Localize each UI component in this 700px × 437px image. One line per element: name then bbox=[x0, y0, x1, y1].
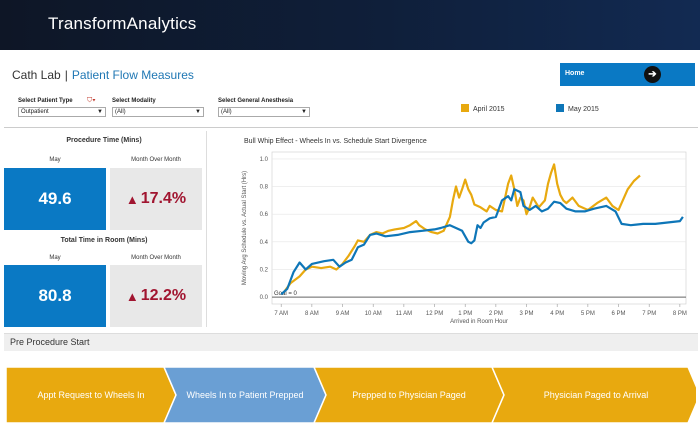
legend-item-may[interactable]: May 2015 bbox=[556, 104, 599, 113]
patient-type-filter: Select Patient Type ⛉▾ Outpatient ▼ bbox=[18, 97, 106, 117]
x-tick-label: 3 PM bbox=[520, 311, 534, 317]
chart-title: Bull Whip Effect - Wheels In vs. Schedul… bbox=[244, 138, 427, 145]
kpi-value: 80.8 bbox=[38, 286, 72, 305]
series-line-may-2015 bbox=[280, 188, 684, 296]
breadcrumb: Cath Lab | Patient Flow Measures bbox=[12, 68, 194, 82]
procedure-time-mom-label: Month Over Month bbox=[131, 157, 181, 163]
breadcrumb-separator: | bbox=[64, 68, 68, 82]
x-tick-label: 2 PM bbox=[489, 311, 503, 317]
x-tick-label: 9 AM bbox=[336, 311, 350, 317]
kpi-change: 17.4% bbox=[140, 190, 187, 207]
bullwhip-line-chart: 0.0 0.2 0.4 0.6 0.8 1.0 7 AM 8 AM 9 AM 10 AM 11 AM… bbox=[242, 151, 687, 325]
process-step-label: Physician Paged to Arrival bbox=[544, 390, 649, 400]
procedure-time-change: ▲ 17.4% bbox=[110, 168, 202, 230]
select-value: (All) bbox=[115, 109, 126, 115]
x-axis-label: Arrived in Room Hour bbox=[450, 319, 508, 325]
page-title: Patient Flow Measures bbox=[71, 68, 194, 82]
series-line-april-2015 bbox=[283, 163, 641, 293]
x-tick-label: 7 PM bbox=[642, 311, 656, 317]
filter-label: Select Patient Type bbox=[18, 98, 73, 104]
legend-item-april[interactable]: April 2015 bbox=[461, 104, 505, 113]
arrow-right-icon[interactable]: ➔ bbox=[644, 66, 661, 83]
room-time-value: 80.8 bbox=[4, 265, 106, 327]
procedure-time-value: 49.6 bbox=[4, 168, 106, 230]
x-tick-label: 11 AM bbox=[396, 311, 413, 317]
x-tick-label: 12 PM bbox=[426, 311, 443, 317]
y-tick-label: 0.0 bbox=[260, 295, 269, 301]
section-title: Pre Procedure Start bbox=[10, 337, 90, 347]
top-bar: TransformAnalytics bbox=[0, 0, 700, 50]
x-tick-label: 5 PM bbox=[581, 311, 595, 317]
process-step-label: Wheels In to Patient Prepped bbox=[186, 390, 303, 400]
chevron-down-icon: ▼ bbox=[301, 109, 307, 115]
room-time-month-label: May bbox=[49, 255, 61, 261]
brand-logo: TransformAnalytics bbox=[48, 14, 197, 33]
procedure-time-month-label: May bbox=[49, 157, 61, 163]
home-button[interactable]: Home ➔ bbox=[560, 63, 695, 86]
legend-label: April 2015 bbox=[473, 106, 505, 113]
divider bbox=[4, 127, 698, 128]
y-tick-label: 0.2 bbox=[260, 267, 269, 273]
patient-type-select[interactable]: Outpatient ▼ bbox=[18, 107, 106, 117]
y-tick-label: 1.0 bbox=[260, 157, 269, 163]
process-step-4[interactable] bbox=[490, 367, 696, 424]
process-step-label: Appt Request to Wheels In bbox=[37, 390, 144, 400]
process-flow: Appt Request to Wheels In Wheels In to Pa… bbox=[6, 367, 696, 424]
process-step-label: Prepped to Physician Paged bbox=[352, 390, 466, 400]
y-axis-label: Moving Avg Schedule vs. Actual Start (Hr… bbox=[242, 171, 248, 285]
breadcrumb-parent[interactable]: Cath Lab bbox=[12, 68, 61, 82]
legend-swatch bbox=[556, 104, 564, 112]
modality-select[interactable]: (All) ▼ bbox=[112, 107, 204, 117]
filter-label: Select General Anesthesia bbox=[218, 98, 294, 104]
filter-label: Select Modality bbox=[112, 98, 156, 104]
room-time-change: ▲ 12.2% bbox=[110, 265, 202, 327]
divider bbox=[206, 131, 207, 327]
x-tick-label: 4 PM bbox=[550, 311, 564, 317]
modality-filter: Select Modality (All) ▼ bbox=[112, 98, 204, 117]
triangle-up-icon: ▲ bbox=[125, 191, 139, 207]
select-value: Outpatient bbox=[21, 109, 49, 115]
x-tick-label: 7 AM bbox=[274, 311, 288, 317]
x-tick-label: 1 PM bbox=[458, 311, 472, 317]
x-tick-label: 6 PM bbox=[612, 311, 626, 317]
x-tick-label: 10 AM bbox=[365, 311, 382, 317]
clear-filter-icon[interactable]: ⛉▾ bbox=[87, 97, 96, 104]
x-tick-label: 8 PM bbox=[673, 311, 687, 317]
anesthesia-select[interactable]: (All) ▼ bbox=[218, 107, 310, 117]
kpi-change: 12.2% bbox=[140, 287, 187, 304]
pre-procedure-header: Pre Procedure Start bbox=[4, 333, 698, 351]
y-tick-label: 0.6 bbox=[260, 212, 269, 218]
kpi-value: 49.6 bbox=[38, 189, 72, 208]
x-tick-label: 8 AM bbox=[305, 311, 319, 317]
room-time-title: Total Time in Room (Mins) bbox=[60, 237, 148, 244]
chevron-down-icon: ▼ bbox=[195, 109, 201, 115]
legend-swatch bbox=[461, 104, 469, 112]
home-button-label: Home bbox=[565, 70, 585, 77]
room-time-mom-label: Month Over Month bbox=[131, 255, 181, 261]
legend-label: May 2015 bbox=[568, 106, 599, 113]
chevron-down-icon: ▼ bbox=[97, 109, 103, 115]
y-tick-label: 0.4 bbox=[260, 240, 269, 246]
procedure-time-title: Procedure Time (Mins) bbox=[66, 137, 142, 144]
anesthesia-filter: Select General Anesthesia (All) ▼ bbox=[218, 98, 310, 117]
y-tick-label: 0.8 bbox=[260, 185, 269, 191]
select-value: (All) bbox=[221, 109, 232, 115]
goal-annotation: Goal = 0 bbox=[274, 291, 298, 297]
triangle-up-icon: ▲ bbox=[125, 288, 139, 304]
